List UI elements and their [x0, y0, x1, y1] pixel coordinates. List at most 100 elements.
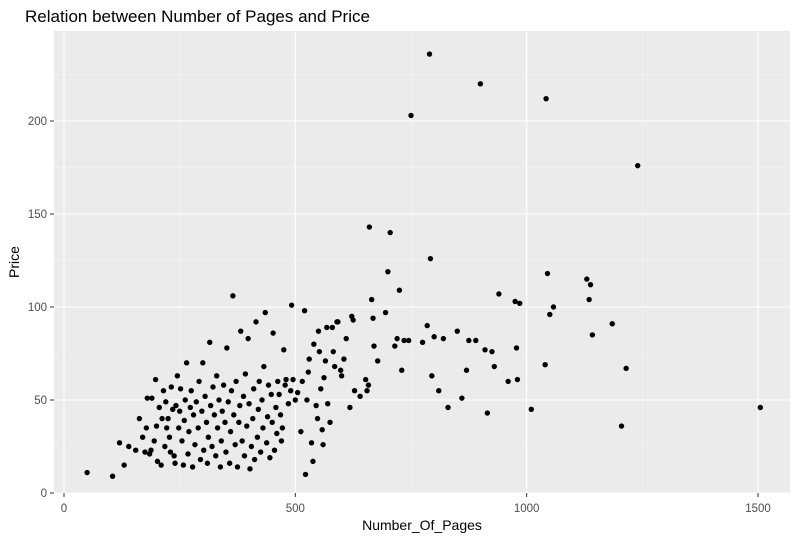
x-tick-label: 0 — [61, 503, 67, 515]
data-point — [222, 419, 228, 426]
grid-major-lines — [54, 31, 790, 494]
data-point — [231, 412, 237, 418]
data-point — [121, 462, 127, 468]
data-point — [273, 404, 279, 411]
data-point — [224, 345, 230, 351]
data-point — [172, 460, 178, 466]
data-point — [213, 453, 219, 459]
data-point — [158, 462, 164, 468]
chart-title: Relation between Number of Pages and Pri… — [25, 7, 370, 26]
data-point — [489, 348, 495, 355]
data-point — [325, 401, 331, 407]
data-point — [242, 371, 249, 377]
data-point — [218, 438, 225, 444]
data-point — [205, 434, 212, 440]
data-point — [219, 408, 225, 414]
data-point — [173, 402, 179, 409]
data-point — [294, 389, 301, 396]
data-point — [186, 428, 192, 435]
data-point — [542, 361, 548, 368]
data-points — [84, 51, 764, 479]
data-point — [84, 469, 90, 476]
data-point — [180, 462, 187, 468]
data-point — [299, 378, 305, 385]
data-point — [151, 438, 157, 444]
data-point — [399, 367, 405, 373]
data-point — [245, 335, 251, 342]
data-point — [357, 393, 363, 399]
data-point — [226, 460, 233, 466]
data-point — [174, 373, 181, 379]
data-point — [436, 388, 442, 394]
data-point — [228, 388, 235, 394]
data-point — [139, 434, 146, 440]
data-point — [757, 404, 764, 411]
data-point — [247, 466, 253, 472]
data-point — [152, 376, 159, 383]
data-point — [306, 356, 312, 362]
data-point — [337, 367, 344, 373]
data-point — [237, 402, 243, 409]
data-point — [116, 440, 123, 446]
data-point — [163, 399, 169, 405]
data-point — [285, 401, 292, 407]
data-point — [259, 397, 265, 403]
data-point — [618, 423, 625, 429]
data-point — [193, 399, 200, 405]
data-point — [232, 441, 238, 448]
x-axis-title: Number_Of_Pages — [362, 517, 482, 533]
data-point — [271, 447, 278, 453]
data-point — [318, 386, 324, 392]
data-point — [268, 391, 274, 398]
data-point — [370, 315, 376, 321]
data-point — [204, 460, 211, 466]
data-point — [171, 453, 177, 459]
data-point — [298, 428, 304, 435]
data-point — [466, 337, 472, 344]
data-point — [279, 425, 286, 431]
data-point — [321, 374, 327, 381]
data-point — [343, 335, 349, 342]
data-point — [387, 229, 393, 236]
data-point — [144, 395, 150, 401]
data-point — [269, 419, 275, 426]
data-point — [192, 441, 198, 448]
data-point — [250, 386, 257, 392]
data-point — [223, 449, 229, 455]
data-point — [408, 112, 414, 119]
data-point — [382, 309, 389, 316]
data-point — [182, 397, 188, 403]
data-point — [288, 388, 294, 394]
y-tick-label: 150 — [28, 209, 47, 221]
data-point — [338, 373, 345, 379]
data-point — [335, 319, 341, 325]
data-point — [217, 464, 224, 470]
data-point — [426, 51, 433, 57]
data-point — [209, 443, 215, 450]
data-point — [281, 347, 287, 353]
y-tick-label: 0 — [41, 488, 47, 500]
data-point — [459, 395, 465, 401]
data-point — [196, 378, 202, 385]
data-point — [188, 388, 194, 394]
data-point — [316, 348, 323, 355]
data-point — [263, 440, 270, 446]
data-point — [278, 438, 285, 444]
data-point — [170, 406, 176, 412]
data-point — [250, 415, 256, 422]
data-point — [304, 397, 310, 403]
data-point — [512, 298, 518, 305]
data-point — [623, 365, 629, 372]
data-point — [267, 454, 273, 461]
data-point — [211, 412, 218, 418]
data-point — [366, 224, 373, 230]
data-point — [424, 322, 430, 329]
data-point — [331, 363, 338, 370]
data-point — [463, 367, 470, 373]
data-point — [185, 451, 191, 457]
data-point — [310, 458, 316, 465]
data-point — [133, 447, 139, 453]
data-point — [528, 406, 534, 412]
data-point — [202, 393, 208, 399]
